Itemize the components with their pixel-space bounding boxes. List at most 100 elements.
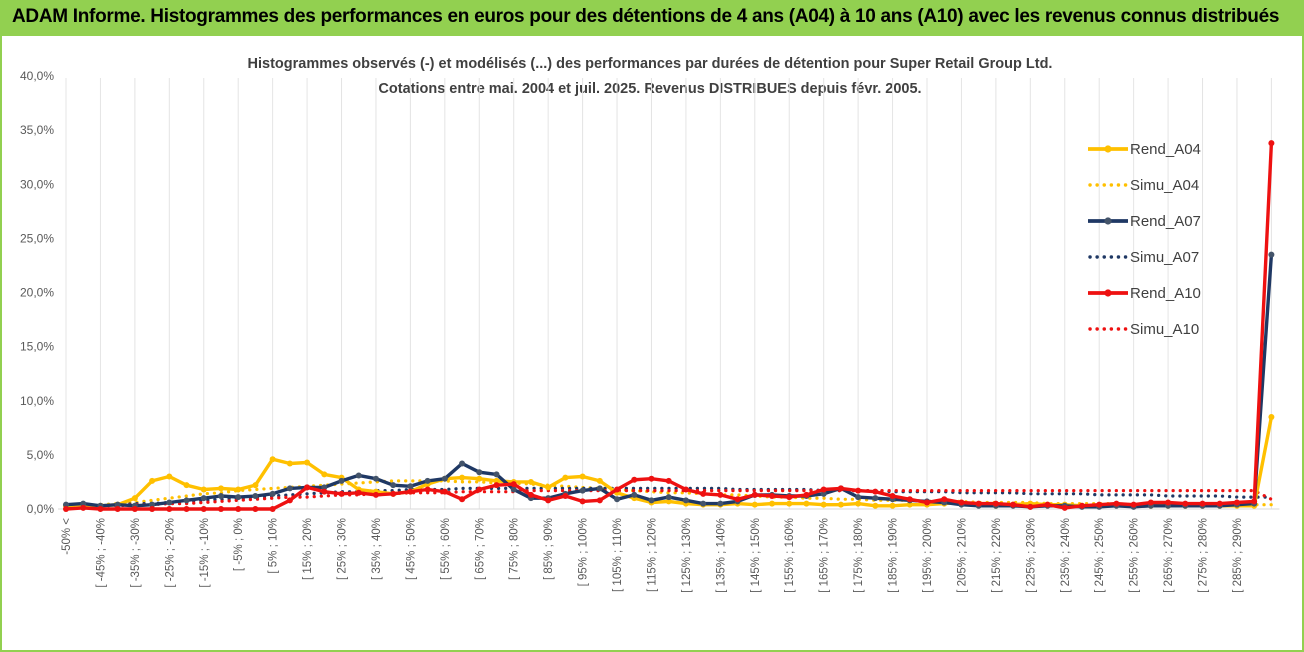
- series-line-Simu_A10: [64, 489, 1274, 509]
- y-tick-label: 35,0%: [20, 123, 54, 137]
- x-tick-label: [ 55% ; 60%: [440, 518, 452, 580]
- data-point: [252, 506, 259, 512]
- data-point: [1113, 500, 1120, 507]
- data-point: [183, 482, 190, 489]
- data-point: [200, 486, 207, 493]
- data-point: [372, 475, 379, 482]
- x-tick-label: [ -35% ; -30%: [130, 518, 142, 588]
- data-point: [1268, 251, 1275, 258]
- x-tick-label: [ 285% ; 290%: [1232, 518, 1244, 593]
- y-tick-label: 0,0%: [27, 502, 55, 516]
- data-point: [837, 501, 844, 508]
- data-point: [769, 500, 776, 507]
- data-point: [235, 494, 242, 501]
- series-layer: [63, 140, 1275, 512]
- y-tick-label: 20,0%: [20, 286, 54, 300]
- data-point: [510, 486, 517, 493]
- data-point: [665, 477, 672, 484]
- x-tick-label: [ 185% ; 190%: [888, 518, 900, 593]
- x-tick-label: [ 225% ; 230%: [1025, 518, 1037, 593]
- data-point: [407, 483, 414, 490]
- data-point: [166, 473, 173, 480]
- data-point: [338, 477, 345, 484]
- legend-item-Rend_A07: Rend_A07: [1088, 213, 1201, 230]
- data-point: [304, 484, 311, 491]
- x-tick-label: [ 135% ; 140%: [715, 518, 727, 593]
- data-point: [424, 486, 431, 493]
- x-tick-label: [ 175% ; 180%: [853, 518, 865, 593]
- data-point: [269, 456, 276, 463]
- x-tick-label: [ 235% ; 240%: [1060, 518, 1072, 593]
- data-point: [837, 485, 844, 492]
- data-point: [493, 482, 500, 489]
- data-point: [355, 472, 362, 479]
- data-point: [803, 500, 810, 507]
- data-point: [459, 460, 466, 467]
- series-Simu_A10: [64, 489, 1274, 509]
- y-tick-label: 10,0%: [20, 394, 54, 408]
- data-point: [235, 486, 242, 493]
- data-point: [579, 487, 586, 494]
- data-point: [614, 496, 621, 503]
- data-point: [1130, 501, 1137, 508]
- data-point: [304, 459, 311, 466]
- x-tick-label: [ 165% ; 170%: [819, 518, 831, 593]
- data-point: [803, 491, 810, 498]
- x-tick-label: [ -45% ; -40%: [95, 518, 107, 588]
- data-point: [476, 486, 483, 493]
- data-point: [217, 493, 224, 500]
- data-point: [734, 496, 741, 503]
- data-point: [1165, 499, 1172, 506]
- x-tick-label: -50% <: [61, 518, 73, 555]
- data-point: [631, 491, 638, 498]
- legend-item-Simu_A10: Simu_A10: [1088, 321, 1199, 338]
- data-point: [527, 478, 534, 485]
- data-point: [200, 495, 207, 502]
- data-point: [631, 476, 638, 483]
- data-point: [786, 500, 793, 507]
- data-point: [321, 484, 328, 491]
- x-tick-label: [ 105% ; 110%: [612, 518, 624, 592]
- data-point: [441, 488, 448, 495]
- data-point: [390, 490, 397, 497]
- x-tick-label: [ 265% ; 270%: [1163, 518, 1175, 593]
- x-tick-label: [ 195% ; 200%: [922, 518, 934, 593]
- series-line-Simu_A07: [64, 486, 1274, 509]
- y-tick-label: 15,0%: [20, 340, 54, 354]
- y-tick-label: 5,0%: [27, 448, 55, 462]
- data-point: [992, 500, 999, 507]
- data-point: [872, 488, 879, 495]
- legend-item-Rend_A04: Rend_A04: [1088, 141, 1201, 158]
- data-point: [63, 506, 69, 512]
- data-point: [889, 502, 896, 509]
- data-point: [407, 488, 414, 495]
- data-point: [872, 495, 879, 502]
- data-point: [80, 504, 87, 511]
- data-point: [1182, 500, 1189, 507]
- series-Simu_A07: [64, 486, 1274, 509]
- legend-marker: [1104, 145, 1112, 153]
- data-point: [80, 500, 87, 507]
- data-point: [286, 460, 293, 467]
- data-point: [1044, 501, 1051, 508]
- data-point: [975, 500, 982, 507]
- data-point: [682, 486, 689, 493]
- data-point: [217, 485, 224, 492]
- series-line-Rend_A10: [65, 143, 1274, 511]
- data-point: [1233, 499, 1240, 506]
- vertical-gridlines: [65, 78, 1272, 509]
- data-point: [751, 491, 758, 498]
- x-tick-label: [ 35% ; 40%: [371, 518, 383, 580]
- data-point: [1061, 504, 1068, 511]
- x-tick-label: [ 25% ; 30%: [337, 518, 349, 580]
- data-point: [493, 471, 500, 478]
- data-point: [1027, 503, 1034, 510]
- data-point: [1010, 501, 1017, 508]
- x-tick-label: [ 125% ; 130%: [681, 518, 693, 593]
- data-point: [596, 497, 603, 504]
- data-point: [1147, 499, 1154, 506]
- data-point: [717, 500, 724, 507]
- data-point: [183, 506, 190, 512]
- legend-marker: [1104, 217, 1112, 225]
